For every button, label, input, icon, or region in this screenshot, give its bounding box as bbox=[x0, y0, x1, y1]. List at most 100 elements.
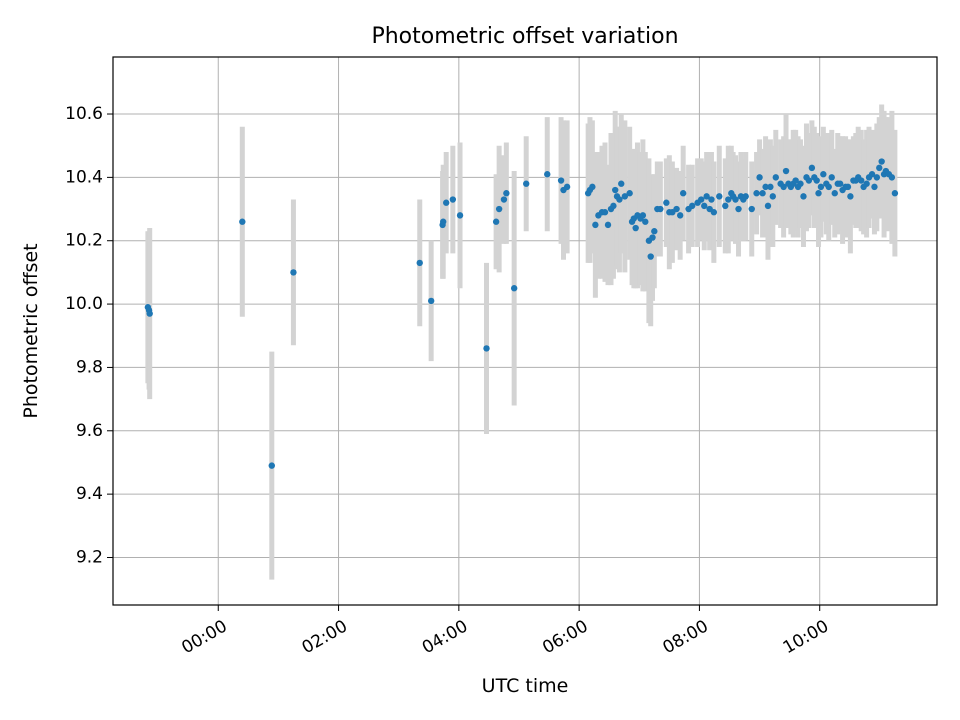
data-point bbox=[639, 212, 647, 219]
data-point bbox=[679, 190, 687, 197]
data-point bbox=[456, 212, 464, 219]
data-point bbox=[510, 285, 518, 292]
data-point bbox=[146, 310, 153, 317]
data-point bbox=[825, 183, 832, 191]
data-point bbox=[544, 171, 551, 178]
data-point bbox=[782, 167, 790, 175]
data-point bbox=[844, 183, 852, 191]
data-point bbox=[651, 228, 658, 235]
data-point bbox=[759, 190, 766, 197]
chart-title: Photometric offset variation bbox=[371, 24, 678, 49]
data-point bbox=[290, 269, 297, 276]
y-tick-label: 9.6 bbox=[76, 421, 103, 441]
data-point bbox=[800, 193, 807, 200]
data-point bbox=[642, 218, 649, 225]
y-tick-label: 10.6 bbox=[65, 104, 103, 124]
data-point bbox=[748, 205, 755, 213]
data-point bbox=[601, 209, 609, 216]
data-point bbox=[443, 199, 450, 206]
data-point bbox=[698, 196, 705, 203]
data-point bbox=[416, 259, 423, 267]
data-point bbox=[797, 180, 804, 187]
data-point bbox=[632, 224, 639, 232]
y-tick-label: 10.4 bbox=[65, 167, 103, 187]
data-point bbox=[868, 171, 876, 178]
axes-frame bbox=[112, 56, 938, 606]
data-point bbox=[769, 193, 777, 200]
data-point bbox=[503, 190, 510, 197]
data-point bbox=[626, 190, 633, 197]
data-point bbox=[708, 196, 715, 203]
data-point bbox=[805, 177, 813, 184]
data-point bbox=[440, 218, 447, 225]
y-tick-label: 9.2 bbox=[76, 547, 103, 567]
data-point bbox=[268, 462, 275, 469]
data-point bbox=[858, 177, 865, 184]
data-point bbox=[742, 193, 749, 200]
data-point bbox=[767, 183, 774, 191]
data-point bbox=[689, 202, 696, 210]
data-point bbox=[891, 190, 899, 197]
data-point bbox=[722, 202, 729, 210]
data-point bbox=[427, 297, 435, 305]
data-point bbox=[495, 205, 503, 213]
data-point bbox=[592, 221, 599, 229]
data-points bbox=[144, 158, 899, 469]
data-point bbox=[815, 190, 822, 197]
data-point bbox=[873, 174, 881, 181]
data-point bbox=[820, 171, 827, 178]
data-point bbox=[492, 218, 500, 225]
data-point bbox=[817, 183, 825, 191]
data-point bbox=[762, 183, 769, 191]
data-point bbox=[604, 221, 612, 229]
data-point bbox=[239, 218, 246, 225]
data-point bbox=[725, 196, 732, 203]
data-point bbox=[871, 183, 878, 191]
data-point bbox=[616, 196, 623, 203]
data-point bbox=[563, 183, 571, 191]
data-point bbox=[663, 199, 670, 206]
data-point bbox=[863, 180, 870, 187]
data-point bbox=[735, 205, 742, 213]
data-point bbox=[657, 205, 664, 213]
data-point bbox=[753, 190, 760, 197]
data-point bbox=[523, 180, 530, 187]
data-point bbox=[831, 190, 838, 197]
data-point bbox=[701, 202, 708, 210]
data-point bbox=[621, 193, 629, 200]
data-point bbox=[772, 174, 780, 181]
data-point bbox=[808, 164, 816, 172]
data-point bbox=[764, 202, 772, 210]
data-point bbox=[836, 180, 844, 187]
y-tick-label: 10.2 bbox=[65, 231, 103, 251]
data-point bbox=[878, 158, 885, 165]
data-point bbox=[828, 174, 835, 181]
y-axis-ticks: 9.2 9.4 9.6 9.8 10.0 10.2 10.4 10.6 bbox=[65, 104, 113, 567]
data-point bbox=[847, 193, 854, 200]
data-point bbox=[703, 193, 710, 200]
data-point bbox=[888, 174, 896, 181]
data-point bbox=[647, 253, 654, 260]
data-point bbox=[618, 180, 625, 187]
y-axis-label: Photometric offset bbox=[20, 243, 42, 418]
y-tick-label: 10.0 bbox=[65, 294, 103, 314]
data-point bbox=[673, 205, 680, 213]
y-tick-label: 9.8 bbox=[76, 357, 103, 377]
data-point bbox=[780, 183, 787, 191]
data-point bbox=[483, 345, 490, 352]
data-point bbox=[813, 177, 820, 184]
data-point bbox=[612, 186, 619, 194]
data-point bbox=[716, 193, 723, 200]
data-point bbox=[732, 196, 739, 203]
data-point bbox=[676, 212, 684, 219]
x-axis-label: UTC time bbox=[482, 675, 569, 697]
data-point bbox=[876, 164, 883, 172]
data-point bbox=[792, 177, 799, 184]
data-point bbox=[557, 177, 565, 184]
plot-area bbox=[113, 57, 937, 605]
data-point bbox=[589, 183, 596, 191]
data-point bbox=[610, 202, 617, 210]
data-point bbox=[449, 196, 457, 203]
